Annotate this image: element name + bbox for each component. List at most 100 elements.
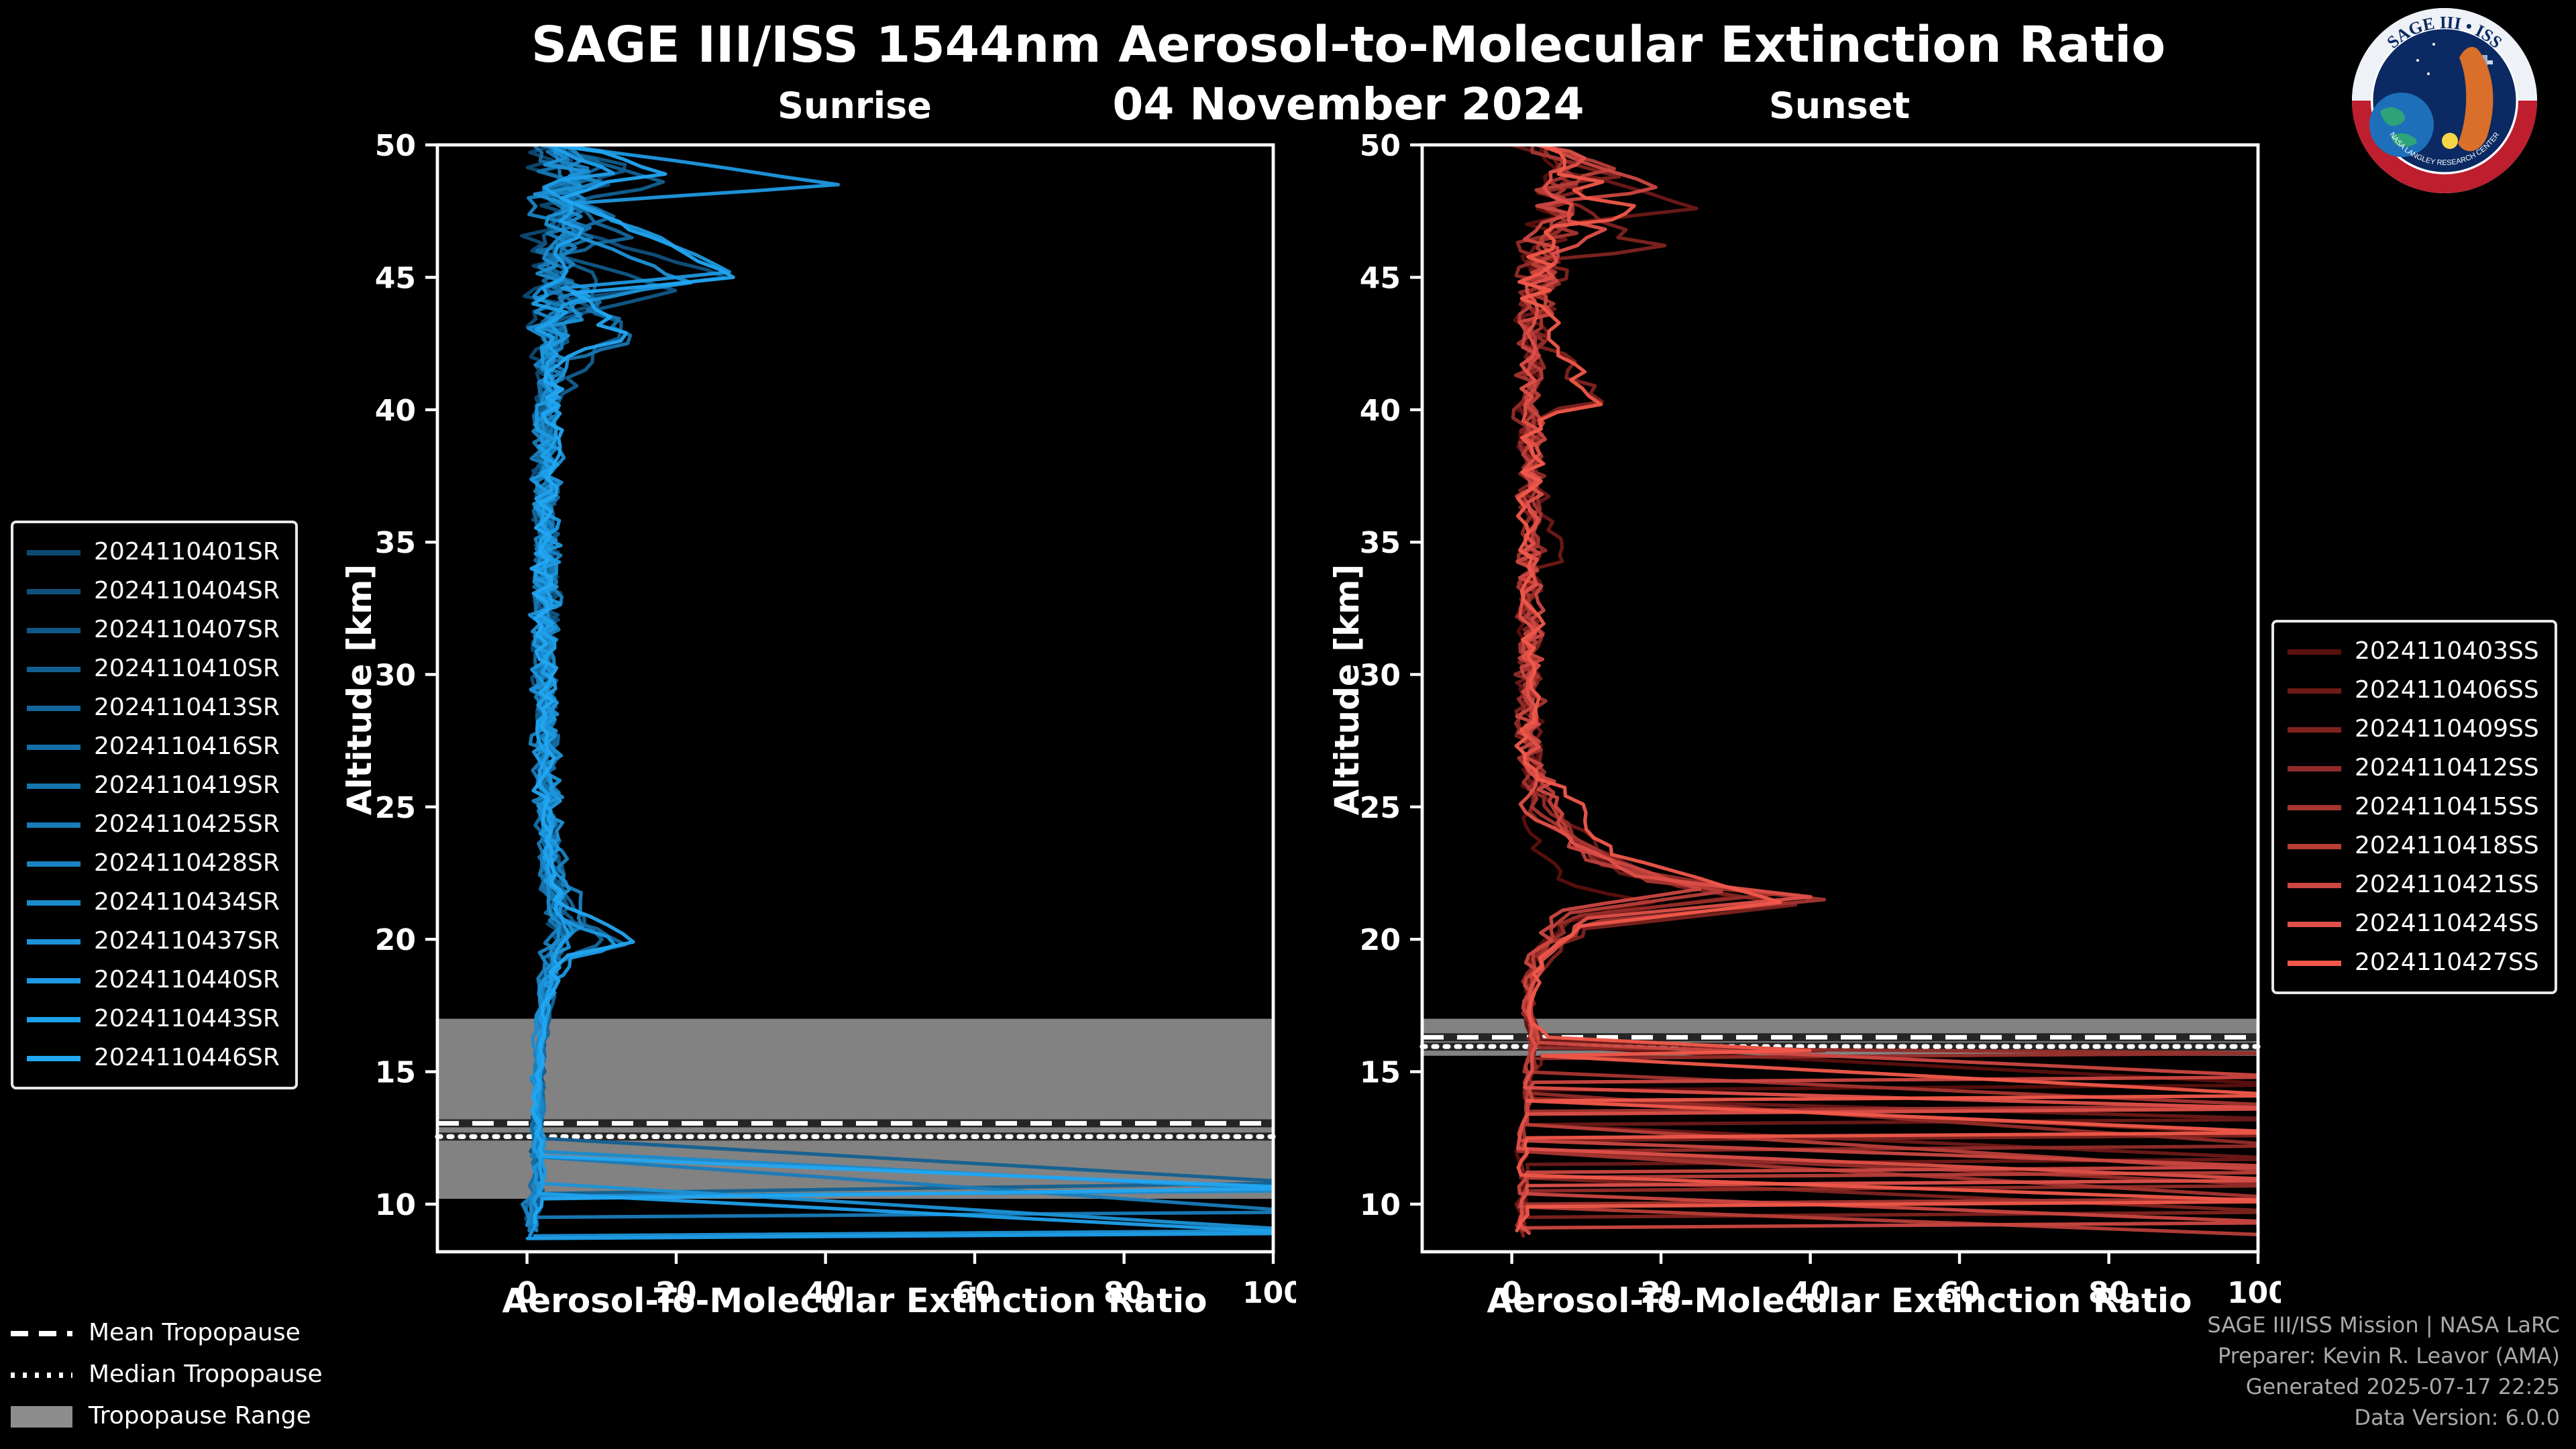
- legend-line-swatch: [27, 744, 80, 749]
- legend-item: 2024110418SS: [2288, 826, 2539, 865]
- legend-label: 2024110406SS: [2355, 676, 2539, 704]
- legend-line-swatch: [2288, 882, 2341, 888]
- logo-earth-land: [2380, 107, 2406, 126]
- profile-line: [1513, 145, 2258, 1232]
- legend-item: 2024110401SR: [27, 533, 280, 572]
- legend-item: 2024110425SR: [27, 805, 280, 844]
- legend-item: 2024110416SR: [27, 727, 280, 766]
- y-tick-label: 30: [1360, 658, 1401, 692]
- legend-item: 2024110412SS: [2288, 749, 2539, 788]
- logo-earth-land-2: [2391, 133, 2417, 147]
- x-tick-label: 60: [954, 1276, 995, 1310]
- legend-item: 2024110413SR: [27, 688, 280, 727]
- legend-line-swatch: [2288, 960, 2341, 965]
- legend-line-swatch: [2288, 727, 2341, 732]
- legend-item: 2024110434SR: [27, 883, 280, 922]
- legend-item: 2024110424SS: [2288, 904, 2539, 943]
- y-tick-label: 30: [375, 658, 416, 692]
- legend-label: 2024110427SS: [2355, 949, 2539, 977]
- profile-line: [529, 145, 1273, 1225]
- legend-label: 2024110401SR: [94, 538, 280, 566]
- legend-label: 2024110404SR: [94, 577, 280, 605]
- x-tick-label: 40: [805, 1276, 846, 1310]
- sunrise-legend: 2024110401SR 2024110404SR 2024110407SR 2024…: [11, 521, 299, 1089]
- profile-line: [1509, 145, 2258, 1232]
- legend-item: 2024110446SR: [27, 1038, 280, 1077]
- legend-label: 2024110428SR: [94, 849, 280, 877]
- x-tick-label: 20: [655, 1276, 696, 1310]
- y-tick-label: 35: [1360, 526, 1401, 560]
- legend-line-swatch: [27, 783, 80, 788]
- credits-generated: Generated 2025-07-17 22:25: [2245, 1374, 2560, 1399]
- legend-item: 2024110427SS: [2288, 943, 2539, 982]
- sage-iii-iss-logo: SAGE III • ISS NASA LANGLEY RESEARCH CEN…: [2352, 8, 2537, 193]
- legend-item: 2024110410SR: [27, 649, 280, 688]
- legend-label: 2024110410SR: [94, 655, 280, 683]
- profile-line: [525, 145, 1273, 1240]
- tropopause-legend-label: Mean Tropopause: [89, 1319, 301, 1347]
- legend-line-swatch: [27, 861, 80, 866]
- legend-label: 2024110446SR: [94, 1044, 280, 1072]
- logo-red-band: [2352, 100, 2537, 193]
- x-tick-label: 80: [2088, 1276, 2129, 1310]
- sunset-legend: 2024110403SS 2024110406SS 2024110409SS 2024…: [2271, 620, 2558, 994]
- legend-label: 2024110421SS: [2355, 871, 2539, 899]
- y-tick-label: 20: [375, 923, 416, 957]
- legend-line-swatch: [27, 627, 80, 633]
- sunset-x-axis-label: Aerosol-To-Molecular Extinction Ratio: [1487, 1281, 2192, 1320]
- y-tick-label: 10: [1360, 1188, 1401, 1222]
- patch-line-swatch: [11, 1405, 72, 1427]
- legend-item: 2024110419SR: [27, 766, 280, 805]
- y-tick-label: 40: [1360, 394, 1401, 428]
- legend-label: 2024110415SS: [2355, 793, 2539, 821]
- x-tick-label: 20: [1640, 1276, 1681, 1310]
- y-tick-label: 25: [1360, 791, 1401, 825]
- legend-line-swatch: [2288, 843, 2341, 849]
- legend-line-swatch: [2288, 688, 2341, 693]
- legend-line-swatch: [27, 938, 80, 944]
- legend-line-swatch: [27, 977, 80, 983]
- logo-figure: [2458, 47, 2493, 152]
- tropopause-legend-label: Tropopause Range: [89, 1402, 311, 1430]
- legend-line-swatch: [27, 822, 80, 827]
- profile-line: [1517, 145, 2258, 1236]
- legend-label: 2024110416SR: [94, 733, 280, 761]
- legend-item: 2024110443SR: [27, 1000, 280, 1038]
- legend-line-swatch: [27, 1016, 80, 1022]
- tropopause-legend-item: Tropopause Range: [11, 1395, 323, 1437]
- legend-label: 2024110424SS: [2355, 910, 2539, 938]
- legend-line-swatch: [27, 549, 80, 555]
- y-tick-label: 50: [1360, 129, 1401, 163]
- tropopause-legend-item: Median Tropopause: [11, 1354, 323, 1395]
- legend-item: 2024110403SS: [2288, 632, 2539, 671]
- y-tick-label: 40: [375, 394, 416, 428]
- legend-label: 2024110409SS: [2355, 715, 2539, 743]
- y-tick-label: 20: [1360, 923, 1401, 957]
- legend-line-swatch: [27, 666, 80, 672]
- x-tick-label: 100: [1242, 1276, 1296, 1310]
- sunrise-plot: 0 20 40 60 80 100 10 15 20 25 30 35 40 45 50: [375, 129, 1296, 1310]
- legend-item: 2024110428SR: [27, 844, 280, 883]
- y-tick-label: 45: [1360, 261, 1401, 295]
- x-tick-label: 80: [1104, 1276, 1144, 1310]
- legend-line-swatch: [2288, 804, 2341, 810]
- logo-sun-icon: [2442, 133, 2458, 149]
- y-tick-label: 15: [1360, 1056, 1401, 1090]
- sunset-panel-title: Sunset: [1768, 86, 1911, 127]
- legend-label: 2024110437SR: [94, 927, 280, 955]
- credits-mission: SAGE III/ISS Mission | NASA LaRC: [2207, 1312, 2560, 1338]
- logo-white-band: [2352, 8, 2537, 101]
- legend-line-swatch: [27, 1055, 80, 1061]
- profile-line: [1516, 145, 2258, 1235]
- sunrise-panel-title: Sunrise: [777, 86, 932, 127]
- legend-item: 2024110437SR: [27, 922, 280, 961]
- sunset-plot: 0 20 40 60 80 100 10 15 20 25 30 35 40 45 50: [1360, 129, 2281, 1310]
- legend-item: 2024110404SR: [27, 572, 280, 610]
- tropopause-legend-label: Median Tropopause: [89, 1360, 323, 1389]
- legend-label: 2024110434SR: [94, 888, 280, 916]
- legend-item: 2024110409SS: [2288, 710, 2539, 749]
- y-tick-label: 25: [375, 791, 416, 825]
- dashed-line-swatch: [11, 1330, 72, 1336]
- x-tick-label: 0: [517, 1276, 537, 1310]
